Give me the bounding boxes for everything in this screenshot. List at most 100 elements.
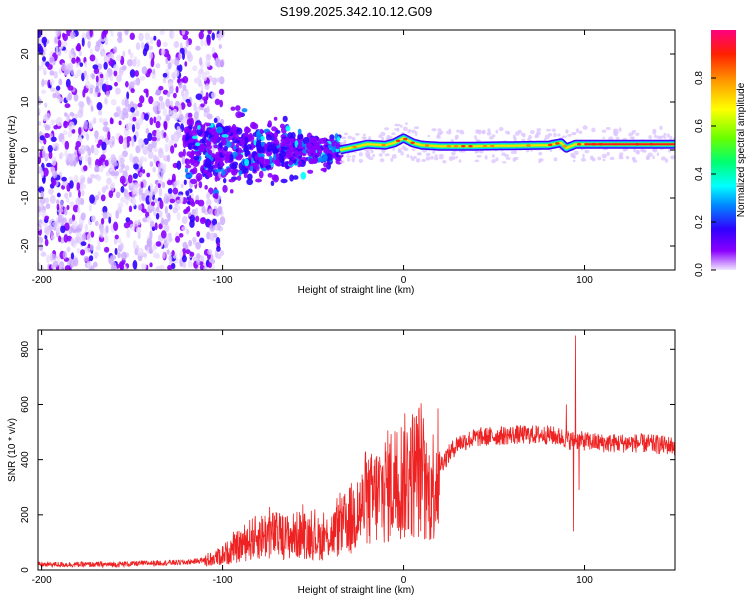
spectrogram-noise-blob [189, 214, 196, 223]
spectrogram-noise-blob [195, 241, 201, 250]
spectrogram-halo-blob [425, 152, 431, 157]
spectrogram-noise-blob [154, 197, 158, 204]
spectrogram-noise-blob [119, 242, 124, 250]
spectrogram-cluster-blob [202, 96, 209, 101]
spectrogram-cluster-blob [186, 118, 193, 126]
spectrogram-noise-blob [158, 85, 164, 91]
spectrogram-noise-blob [211, 46, 215, 54]
spectrogram-noise-blob [143, 138, 149, 145]
spectrogram-marks [38, 30, 675, 270]
spectrogram-noise-blob [55, 30, 61, 37]
spectrogram-halo-blob [656, 152, 660, 157]
spectrogram-noise-blob [58, 78, 63, 86]
spectrogram-halo-blob [358, 152, 363, 157]
spectrogram-noise-blob [55, 85, 61, 91]
spectrogram-noise-blob [58, 67, 62, 75]
spectrogram-noise-blob [41, 56, 46, 62]
spectrogram-noise-blob [69, 111, 75, 117]
spectrogram-halo-blob [427, 134, 430, 138]
spectrogram-noise-blob [117, 252, 121, 259]
spectrogram-noise-blob [48, 188, 54, 195]
spectrogram-halo-blob [455, 155, 458, 159]
spectrogram-noise-blob [151, 136, 157, 142]
spectrogram-halo-blob [416, 152, 421, 156]
spectrogram-noise-blob [118, 168, 124, 174]
spectrogram-cluster-blob [231, 151, 238, 157]
spectrogram-noise-blob [113, 46, 118, 54]
spectrogram-noise-blob [140, 181, 144, 189]
spectrogram-noise-blob [147, 143, 153, 153]
spectrogram-halo-blob [504, 154, 510, 158]
spectrogram-noise-blob [137, 247, 144, 257]
spectrogram-noise-blob [60, 152, 64, 159]
spectrogram-cluster-blob [297, 160, 302, 166]
spectrogram-noise-blob [61, 176, 67, 182]
spectrogram-noise-blob [180, 102, 186, 110]
spectrogram-noise-blob [89, 48, 93, 55]
spectrogram-ridge-peak [461, 144, 466, 148]
spectrogram-noise-blob [101, 186, 107, 194]
spectrogram-noise-blob [72, 220, 78, 230]
spectrogram-halo-blob [397, 123, 401, 127]
spectrogram-ridge-peak [526, 144, 531, 147]
spectrogram-noise-blob [90, 231, 95, 238]
spectrogram-noise-blob [89, 54, 96, 62]
spectrogram-noise-blob [77, 206, 81, 214]
spectrogram-ridge-peak [381, 143, 386, 147]
spectrogram-halo-blob [438, 154, 444, 158]
spectrogram-halo-blob [434, 156, 439, 161]
spectrogram-noise-blob [132, 186, 136, 196]
spectrogram-noise-blob [40, 60, 44, 70]
spectrogram-noise-blob [139, 140, 146, 150]
spectrogram-noise-blob [99, 73, 104, 79]
spectrogram-noise-blob [80, 212, 86, 221]
spectrogram-halo-blob [378, 153, 383, 157]
spectrogram-noise-blob [168, 204, 173, 210]
spectrogram-noise-blob [146, 172, 151, 178]
spectrogram-halo-blob [351, 157, 356, 163]
spectrogram-noise-blob [122, 140, 128, 150]
spectrogram-cluster-blob [194, 142, 201, 147]
spectrogram-noise-blob [81, 190, 85, 197]
spectrogram-ridge-peak [410, 141, 415, 144]
spectrogram-noise-blob [196, 76, 201, 85]
spectrogram-noise-blob [44, 113, 48, 120]
spectrogram-cluster-blob [209, 128, 214, 133]
spectrogram-halo-blob [402, 126, 408, 131]
spectrogram-noise-blob [110, 171, 116, 177]
spectrogram-cluster-blob [197, 124, 201, 130]
spectrogram-noise-blob [192, 238, 197, 245]
spectrogram-noise-blob [79, 62, 84, 67]
spectrogram-halo-blob [618, 127, 622, 132]
spectrogram-noise-blob [46, 162, 52, 168]
spectrogram-cluster-blob [255, 178, 262, 183]
spectrogram-noise-blob [90, 144, 95, 154]
spectrogram-noise-blob [172, 109, 177, 114]
spectrogram-cluster-blob [187, 112, 193, 118]
spectrogram-noise-blob [149, 230, 153, 240]
spectrogram-cluster-blob [323, 162, 328, 168]
spectrogram-noise-blob [87, 146, 92, 157]
spectrogram-halo-blob [390, 157, 394, 162]
spectrogram-noise-blob [80, 249, 86, 256]
spectrogram-noise-blob [55, 45, 59, 55]
spectrogram-noise-blob [183, 179, 187, 186]
spectrogram-noise-blob [93, 67, 100, 75]
spectrogram-ridge-peak [562, 145, 567, 148]
spectrogram-cluster-blob [289, 174, 294, 182]
spectrogram-cluster-blob [189, 159, 194, 164]
spectrogram-cluster-blob [197, 199, 205, 207]
spectrogram-noise-blob [172, 92, 177, 99]
spectrogram-noise-blob [211, 91, 217, 99]
spectrogram-noise-blob [166, 92, 171, 98]
spectrogram-noise-blob [81, 233, 87, 241]
spectrogram-cluster-blob [322, 167, 327, 173]
spectrogram-halo-blob [551, 128, 556, 133]
spectrogram-noise-blob [66, 205, 70, 211]
spectrogram-halo-blob [529, 130, 535, 134]
spectrogram-noise-blob [50, 231, 54, 238]
snr-y-tick-label: 800 [20, 341, 31, 358]
spectrogram-noise-blob [173, 134, 178, 140]
spectrogram-halo-blob [408, 129, 412, 132]
spectrogram-noise-blob [45, 203, 51, 210]
